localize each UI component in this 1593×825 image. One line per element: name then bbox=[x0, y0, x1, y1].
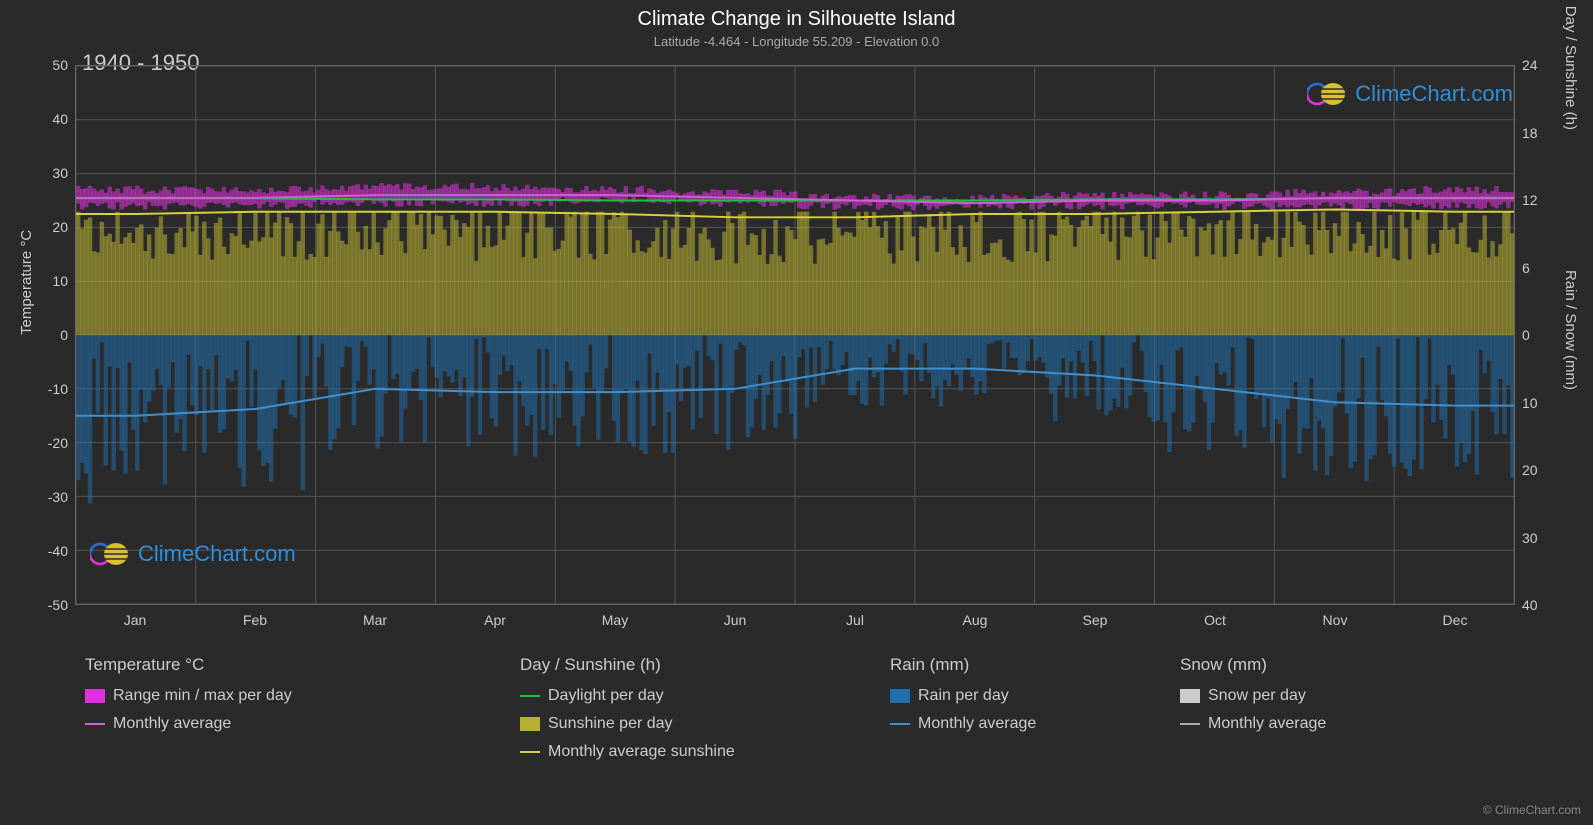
legend-label: Range min / max per day bbox=[113, 687, 292, 705]
watermark-text: ClimeChart.com bbox=[1355, 81, 1513, 107]
legend-label: Daylight per day bbox=[548, 687, 664, 705]
x-tick: Jul bbox=[846, 612, 864, 628]
x-tick: Oct bbox=[1204, 612, 1226, 628]
y-tick-right: 18 bbox=[1522, 125, 1538, 141]
x-tick: Jan bbox=[124, 612, 147, 628]
legend-label: Monthly average bbox=[918, 715, 1036, 733]
x-tick: Aug bbox=[963, 612, 988, 628]
legend-swatch bbox=[85, 723, 105, 725]
y-tick-left: -20 bbox=[28, 435, 68, 451]
y-tick-left: -30 bbox=[28, 489, 68, 505]
legend-item: Daylight per day bbox=[520, 687, 735, 705]
legend-group: Day / Sunshine (h) Daylight per day Sunshi… bbox=[520, 655, 735, 771]
chart-svg bbox=[76, 66, 1514, 604]
x-tick: Dec bbox=[1443, 612, 1468, 628]
legend-item: Rain per day bbox=[890, 687, 1036, 705]
y-axis-right-bottom-label: Rain / Snow (mm) bbox=[1562, 270, 1579, 390]
legend-item: Range min / max per day bbox=[85, 687, 292, 705]
legend-label: Monthly average bbox=[1208, 715, 1326, 733]
y-tick-left: 50 bbox=[28, 57, 68, 73]
copyright-text: © ClimeChart.com bbox=[1483, 803, 1581, 817]
y-axis-right-top-label: Day / Sunshine (h) bbox=[1562, 6, 1579, 130]
y-tick-left: -50 bbox=[28, 597, 68, 613]
legend-group-title: Snow (mm) bbox=[1180, 655, 1326, 675]
y-tick-right: 6 bbox=[1522, 260, 1530, 276]
y-tick-right: 0 bbox=[1522, 327, 1530, 343]
x-tick: May bbox=[602, 612, 628, 628]
legend-label: Monthly average bbox=[113, 715, 231, 733]
legend-swatch bbox=[1180, 723, 1200, 725]
legend-group-title: Day / Sunshine (h) bbox=[520, 655, 735, 675]
y-tick-left: 20 bbox=[28, 219, 68, 235]
y-tick-left: 40 bbox=[28, 111, 68, 127]
y-tick-left: -40 bbox=[28, 543, 68, 559]
legend-group: Snow (mm) Snow per day Monthly average bbox=[1180, 655, 1326, 743]
legend-swatch bbox=[520, 717, 540, 731]
y-tick-right: 12 bbox=[1522, 192, 1538, 208]
y-tick-right: 24 bbox=[1522, 57, 1538, 73]
y-tick-right: 10 bbox=[1522, 395, 1538, 411]
legend-group-title: Rain (mm) bbox=[890, 655, 1036, 675]
legend-swatch bbox=[520, 751, 540, 753]
legend-item: Sunshine per day bbox=[520, 715, 735, 733]
legend-label: Rain per day bbox=[918, 687, 1009, 705]
x-tick: Nov bbox=[1323, 612, 1348, 628]
legend-group: Rain (mm) Rain per day Monthly average bbox=[890, 655, 1036, 743]
legend-swatch bbox=[890, 689, 910, 703]
legend-swatch bbox=[1180, 689, 1200, 703]
climechart-logo-icon bbox=[90, 540, 132, 568]
climechart-logo-icon bbox=[1307, 80, 1349, 108]
legend-item: Monthly average sunshine bbox=[520, 743, 735, 761]
x-tick: Sep bbox=[1083, 612, 1108, 628]
legend-item: Monthly average bbox=[1180, 715, 1326, 733]
legend-item: Snow per day bbox=[1180, 687, 1326, 705]
x-tick: Apr bbox=[484, 612, 506, 628]
legend-label: Monthly average sunshine bbox=[548, 743, 735, 761]
legend-swatch bbox=[890, 723, 910, 725]
y-tick-left: 30 bbox=[28, 165, 68, 181]
legend-swatch bbox=[520, 695, 540, 697]
watermark-bottom: ClimeChart.com bbox=[90, 540, 296, 568]
legend-label: Sunshine per day bbox=[548, 715, 673, 733]
y-tick-left: -10 bbox=[28, 381, 68, 397]
y-tick-left: 10 bbox=[28, 273, 68, 289]
chart-plot-area bbox=[75, 65, 1515, 605]
y-tick-right: 40 bbox=[1522, 597, 1538, 613]
chart-subtitle: Latitude -4.464 - Longitude 55.209 - Ele… bbox=[654, 34, 940, 49]
watermark-text: ClimeChart.com bbox=[138, 541, 296, 567]
legend-item: Monthly average bbox=[890, 715, 1036, 733]
y-tick-right: 30 bbox=[1522, 530, 1538, 546]
y-tick-right: 20 bbox=[1522, 462, 1538, 478]
legend-group-title: Temperature °C bbox=[85, 655, 292, 675]
legend-group: Temperature °C Range min / max per day Mon… bbox=[85, 655, 292, 743]
watermark-top: ClimeChart.com bbox=[1307, 80, 1513, 108]
y-tick-left: 0 bbox=[28, 327, 68, 343]
legend-swatch bbox=[85, 689, 105, 703]
chart-title: Climate Change in Silhouette Island bbox=[638, 8, 956, 31]
legend-label: Snow per day bbox=[1208, 687, 1306, 705]
x-tick: Jun bbox=[724, 612, 747, 628]
x-tick: Feb bbox=[243, 612, 267, 628]
legend-item: Monthly average bbox=[85, 715, 292, 733]
x-tick: Mar bbox=[363, 612, 387, 628]
